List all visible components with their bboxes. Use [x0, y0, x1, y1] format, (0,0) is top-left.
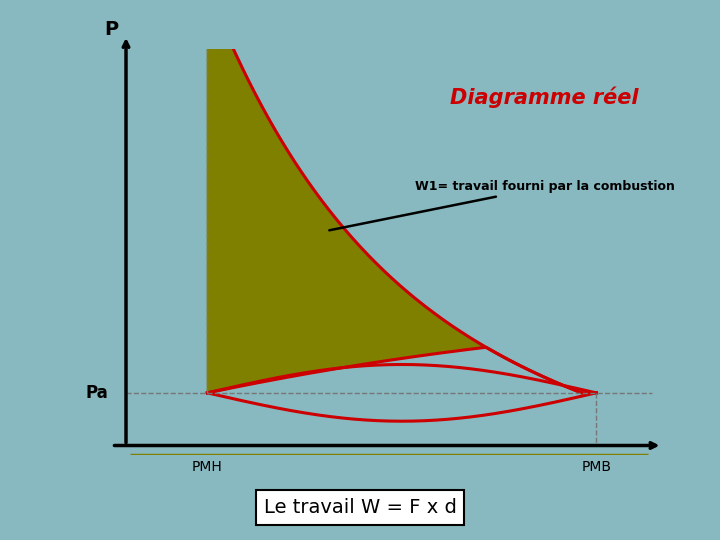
Text: P: P — [104, 20, 119, 39]
Text: PMB: PMB — [581, 460, 611, 474]
Text: Diagramme réel: Diagramme réel — [450, 86, 639, 108]
Text: Le travail W = F x d: Le travail W = F x d — [264, 498, 456, 517]
Text: Pa: Pa — [86, 384, 109, 402]
Polygon shape — [207, 8, 596, 393]
Text: PMH: PMH — [192, 460, 222, 474]
Text: W1= travail fourni par la combustion: W1= travail fourni par la combustion — [329, 180, 675, 230]
